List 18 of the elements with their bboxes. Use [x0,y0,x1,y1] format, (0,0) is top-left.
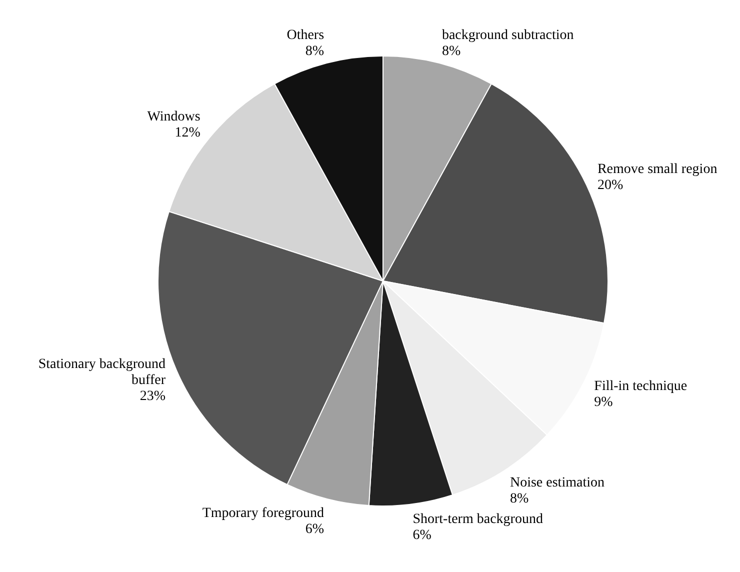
slice-label: Fill-in technique [594,379,688,394]
slice-label: Windows [147,110,200,125]
slice-label: Stationary background buffer [38,357,166,388]
data-label: 8% [442,44,461,59]
data-label: 8% [305,44,324,59]
slice-label: Others [286,28,324,43]
slice-label: background subtraction [442,28,574,43]
data-label: 23% [140,389,166,404]
slice-label: Tmporary foreground [202,506,324,522]
data-label: 20% [597,178,624,193]
data-label: 12% [174,126,201,141]
slice-label: Noise estimation [510,476,604,491]
data-label: 8% [510,492,529,507]
data-label: 6% [305,522,324,538]
slice-label: Short-term background [412,512,543,528]
data-label: 6% [412,528,432,544]
data-label: 9% [594,395,614,410]
slice-label: Remove small region [597,162,718,177]
